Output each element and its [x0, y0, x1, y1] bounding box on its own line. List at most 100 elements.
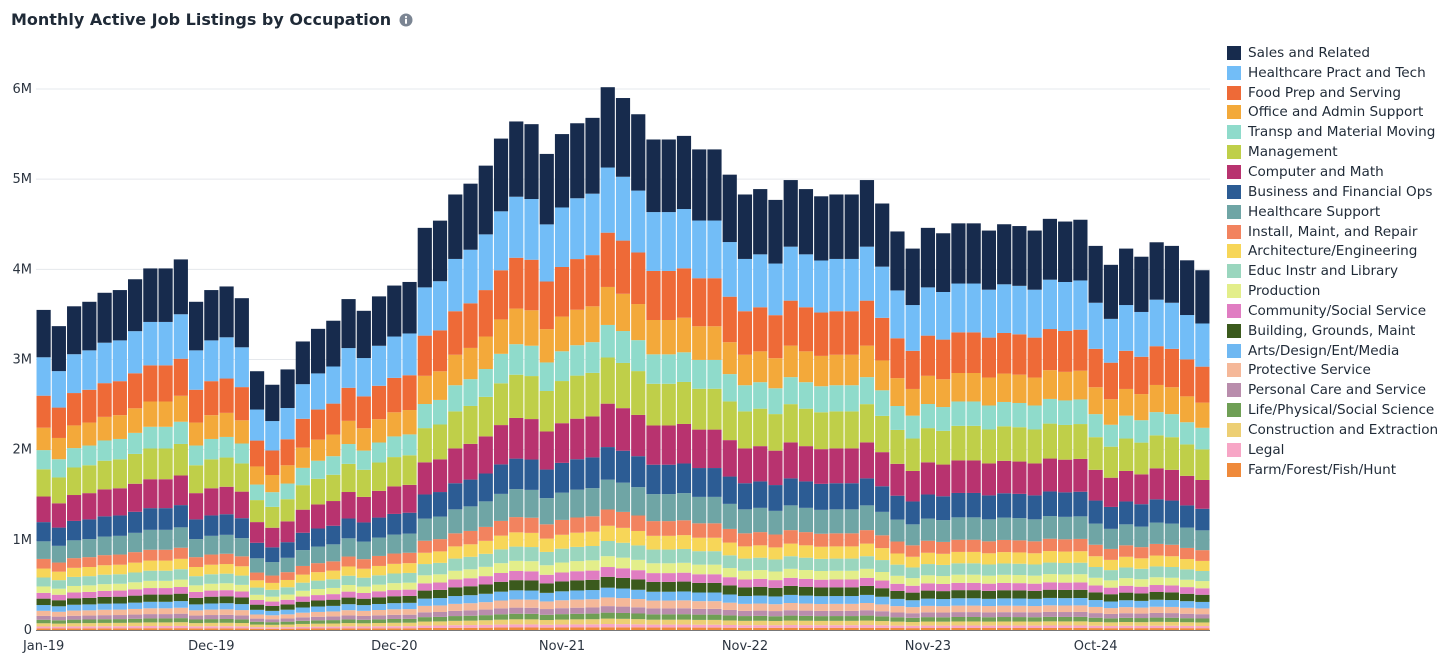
bar-segment[interactable] [524, 561, 539, 572]
bar-segment[interactable] [875, 486, 890, 512]
bar-segment[interactable] [204, 596, 219, 604]
bar-segment[interactable] [737, 311, 753, 355]
bar-segment[interactable] [1149, 242, 1164, 300]
bar-segment[interactable] [1012, 625, 1027, 628]
bar-segment[interactable] [67, 495, 82, 521]
bar-segment[interactable] [67, 598, 82, 605]
bar-segment[interactable] [112, 438, 127, 460]
bar-segment[interactable] [509, 257, 524, 309]
bar-segment[interactable] [783, 603, 798, 611]
bar-segment[interactable] [356, 428, 371, 451]
bar-segment[interactable] [707, 551, 722, 565]
bar-segment[interactable] [631, 487, 646, 516]
bar-segment[interactable] [36, 623, 51, 627]
bar-segment[interactable] [524, 310, 539, 346]
bar-segment[interactable] [249, 580, 265, 588]
bar-segment[interactable] [67, 623, 82, 627]
bar-segment[interactable] [234, 591, 249, 598]
bar-segment[interactable] [570, 259, 585, 310]
bar-segment[interactable] [783, 577, 798, 586]
bar-segment[interactable] [189, 576, 204, 586]
bar-segment[interactable] [97, 628, 112, 630]
bar-segment[interactable] [1058, 616, 1073, 622]
bar-segment[interactable] [341, 575, 356, 585]
bar-segment[interactable] [326, 474, 341, 502]
bar-segment[interactable] [951, 574, 966, 583]
bar-segment[interactable] [36, 558, 51, 569]
bar-segment[interactable] [631, 589, 646, 600]
bar-segment[interactable] [554, 619, 570, 625]
bar-segment[interactable] [966, 605, 981, 613]
bar-segment[interactable] [753, 620, 768, 626]
bar-segment[interactable] [295, 612, 310, 618]
bar-segment[interactable] [448, 596, 463, 604]
bar-segment[interactable] [310, 409, 326, 440]
bar-segment[interactable] [234, 623, 249, 627]
bar-segment[interactable] [509, 308, 524, 345]
bar-segment[interactable] [97, 565, 112, 575]
bar-segment[interactable] [997, 563, 1012, 575]
bar-segment[interactable] [295, 384, 310, 419]
bar-segment[interactable] [341, 597, 356, 605]
bar-segment[interactable] [570, 580, 585, 591]
bar-segment[interactable] [539, 498, 554, 525]
bar-segment[interactable] [814, 596, 829, 604]
bar-segment[interactable] [539, 609, 554, 615]
bar-segment[interactable] [1149, 628, 1164, 630]
bar-segment[interactable] [1134, 593, 1149, 601]
bar-segment[interactable] [737, 625, 753, 628]
bar-segment[interactable] [371, 615, 387, 620]
bar-segment[interactable] [692, 220, 707, 279]
bar-segment[interactable] [1058, 621, 1073, 626]
bar-segment[interactable] [936, 541, 951, 554]
legend-item[interactable]: Sales and Related [1227, 43, 1438, 63]
bar-segment[interactable] [707, 496, 722, 524]
bar-segment[interactable] [585, 579, 600, 591]
bar-segment[interactable] [493, 464, 509, 494]
bar-segment[interactable] [448, 448, 463, 484]
bar-segment[interactable] [1012, 493, 1027, 519]
bar-segment[interactable] [798, 557, 814, 571]
bar-segment[interactable] [1042, 370, 1057, 399]
bar-segment[interactable] [966, 332, 981, 373]
bar-segment[interactable] [1119, 524, 1134, 546]
bar-segment[interactable] [539, 524, 554, 539]
bar-segment[interactable] [829, 354, 844, 386]
bar-segment[interactable] [310, 563, 326, 573]
bar-segment[interactable] [417, 540, 432, 553]
bar-segment[interactable] [1103, 594, 1118, 602]
bar-segment[interactable] [1119, 470, 1134, 502]
bar-segment[interactable] [82, 615, 97, 620]
bar-segment[interactable] [310, 328, 326, 374]
bar-segment[interactable] [326, 623, 341, 627]
bar-segment[interactable] [600, 232, 615, 287]
bar-segment[interactable] [478, 584, 493, 594]
bar-segment[interactable] [859, 543, 875, 557]
bar-segment[interactable] [859, 404, 875, 443]
bar-segment[interactable] [1073, 625, 1088, 628]
bar-segment[interactable] [128, 626, 143, 629]
bar-segment[interactable] [1073, 574, 1088, 583]
bar-segment[interactable] [859, 377, 875, 405]
bar-segment[interactable] [189, 493, 204, 520]
bar-segment[interactable] [1042, 423, 1057, 459]
bar-segment[interactable] [51, 459, 66, 478]
bar-segment[interactable] [570, 345, 585, 376]
bar-segment[interactable] [524, 599, 539, 608]
bar-segment[interactable] [1058, 539, 1073, 552]
bar-segment[interactable] [402, 572, 417, 583]
bar-segment[interactable] [981, 553, 997, 565]
bar-segment[interactable] [539, 601, 554, 610]
bar-segment[interactable] [128, 582, 143, 590]
bar-segment[interactable] [143, 268, 158, 322]
bar-segment[interactable] [478, 602, 493, 610]
bar-segment[interactable] [646, 608, 661, 615]
bar-segment[interactable] [158, 549, 173, 561]
bar-segment[interactable] [1027, 541, 1042, 554]
bar-segment[interactable] [1195, 608, 1210, 615]
bar-segment[interactable] [859, 585, 875, 595]
bar-segment[interactable] [204, 340, 219, 382]
bar-segment[interactable] [402, 563, 417, 573]
bar-segment[interactable] [981, 583, 997, 591]
bar-segment[interactable] [905, 628, 920, 630]
